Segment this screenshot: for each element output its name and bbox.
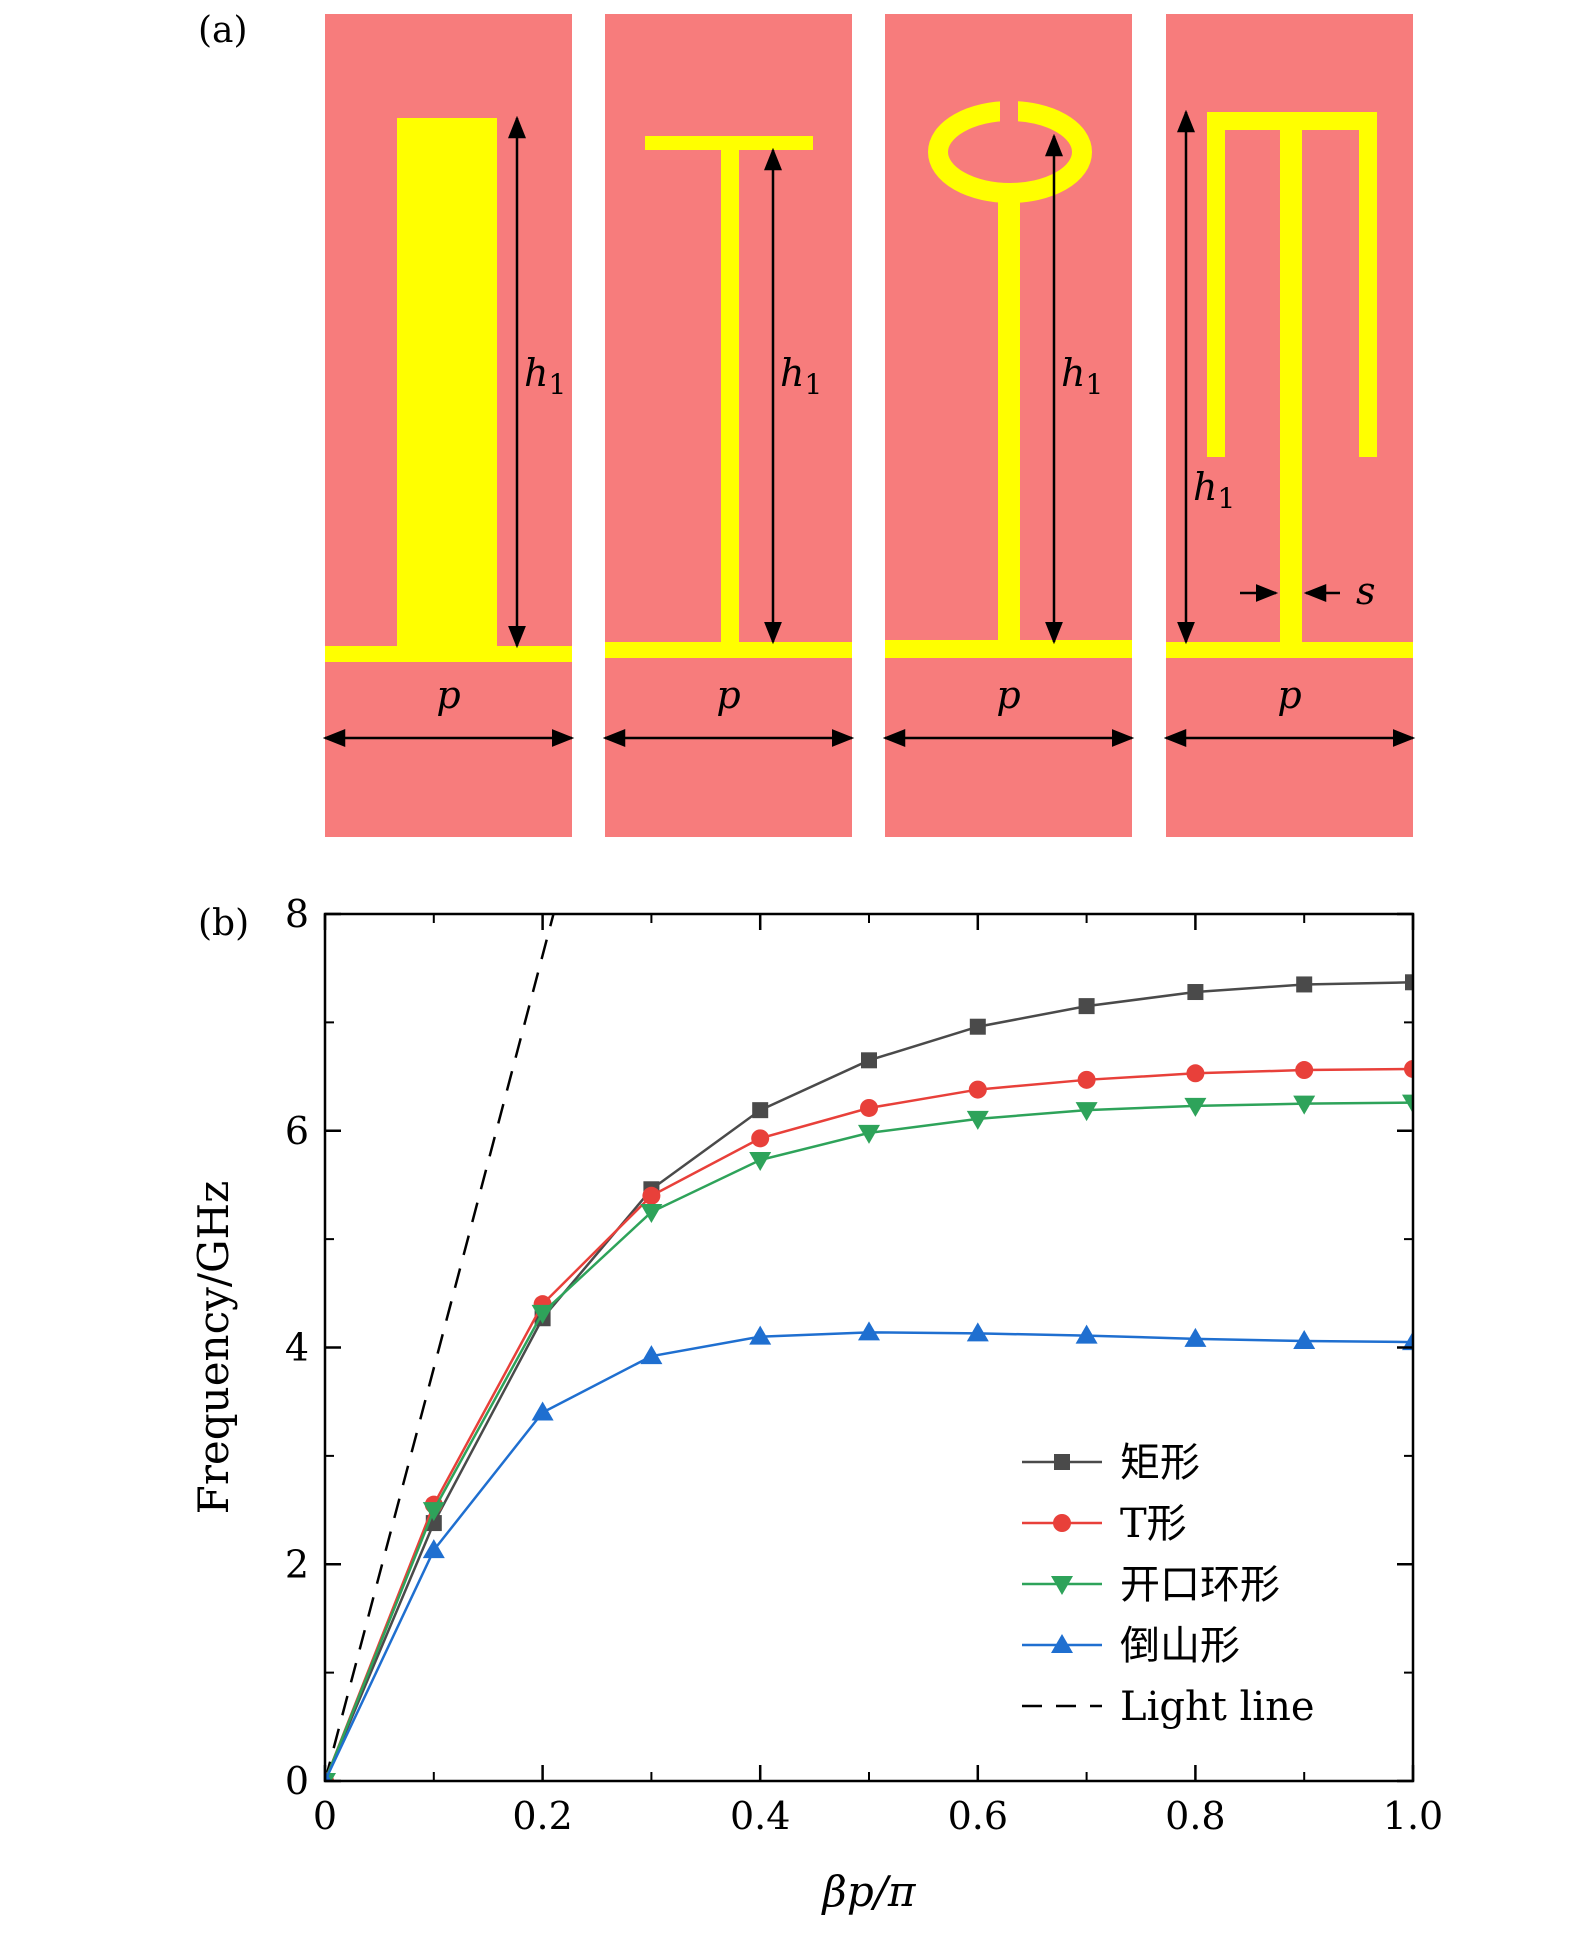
series-2-point-7 <box>1078 1071 1096 1089</box>
s-label: s <box>1356 569 1376 613</box>
legend-label-2: T形 <box>1120 1501 1187 1547</box>
series-3-point-4 <box>749 1152 771 1171</box>
x-axis-label: βp/π <box>821 1867 917 1916</box>
cell-1-metal-stub <box>397 118 497 648</box>
series-3-line <box>325 1103 1413 1781</box>
unit-cells <box>325 14 1413 837</box>
series-1-point-9 <box>1296 976 1312 992</box>
p-label-cell-4: p <box>1277 673 1301 717</box>
h1-label-cell-4-subscript: 1 <box>1217 482 1235 515</box>
legend-label-1: 矩形 <box>1120 1440 1200 1486</box>
series-2-point-5 <box>860 1099 878 1117</box>
x-tick-label: 1.0 <box>1383 1794 1443 1838</box>
y-tick-label: 2 <box>285 1542 309 1586</box>
x-tick-label: 0.2 <box>512 1794 572 1838</box>
series-4-point-6 <box>967 1322 989 1341</box>
cell-2-baseline-strip <box>605 642 852 658</box>
y-tick-label: 0 <box>285 1759 309 1803</box>
p-label-cell-1: p <box>436 673 460 717</box>
cell-1-baseline-strip <box>325 646 572 662</box>
cell-4-baseline-strip <box>1166 642 1413 658</box>
cell-2-stem <box>721 136 739 648</box>
series-3-point-9 <box>1293 1096 1315 1115</box>
legend-marker-3 <box>1051 1576 1073 1595</box>
panel-a-label: (a) <box>198 10 248 51</box>
legend-marker-4 <box>1051 1634 1073 1653</box>
panel-b-label: (b) <box>198 903 249 944</box>
h1-label-cell-1-subscript: 1 <box>548 368 566 401</box>
legend-marker-1 <box>1054 1454 1070 1470</box>
x-tick-label: 0 <box>313 1794 337 1838</box>
y-tick-label: 4 <box>285 1326 309 1370</box>
cell-3-ring-gap <box>1000 100 1018 124</box>
series-2-point-3 <box>642 1187 660 1205</box>
x-tick-label: 0.4 <box>730 1794 790 1838</box>
y-tick-label: 8 <box>285 892 309 936</box>
series-4-point-5 <box>858 1321 880 1340</box>
p-label-cell-3: p <box>996 673 1020 717</box>
series-1-point-4 <box>752 1102 768 1118</box>
series-4-point-9 <box>1293 1330 1315 1349</box>
cell-4-left-arm <box>1207 112 1225 457</box>
series-2-point-9 <box>1295 1061 1313 1079</box>
legend-marker-2 <box>1053 1514 1071 1532</box>
cell-3-baseline-strip <box>885 640 1132 658</box>
cell-3-stem <box>998 192 1020 648</box>
cell-4-center-stem <box>1280 112 1302 648</box>
legend-label-3: 开口环形 <box>1120 1562 1280 1608</box>
plot-frame <box>325 914 1413 1781</box>
x-tick-label: 0.6 <box>948 1794 1008 1838</box>
series-2-point-8 <box>1186 1064 1204 1082</box>
series-1-point-5 <box>861 1052 877 1068</box>
series-1-point-6 <box>970 1019 986 1035</box>
h1-label-cell-3-subscript: 1 <box>1085 368 1103 401</box>
x-tick-label: 0.8 <box>1165 1794 1225 1838</box>
series-4-point-7 <box>1076 1325 1098 1344</box>
legend-label-light: Light line <box>1120 1684 1315 1730</box>
y-axis-label: Frequency/GHz <box>189 1181 238 1515</box>
series-2-point-4 <box>751 1129 769 1147</box>
dispersion-chart: 0 0.2 0.4 0.6 0.8 1.0 0 2 4 6 8 βp/π Frequency/GHz 矩形… <box>189 892 1443 1916</box>
series-1-point-7 <box>1079 998 1095 1014</box>
series-4-point-8 <box>1184 1328 1206 1347</box>
series-2-line <box>325 1069 1413 1781</box>
h1-label-cell-2-subscript: 1 <box>804 368 822 401</box>
legend-label-4: 倒山形 <box>1120 1623 1240 1669</box>
cell-4-right-arm <box>1359 112 1377 457</box>
series-2-point-6 <box>969 1081 987 1099</box>
figure-canvas: (a) <box>0 0 1575 1933</box>
p-label-cell-2: p <box>716 673 740 717</box>
series-1-point-8 <box>1187 984 1203 1000</box>
y-tick-label: 6 <box>285 1109 309 1153</box>
series-4-point-2 <box>532 1402 554 1421</box>
series-1 <box>317 974 1421 1789</box>
